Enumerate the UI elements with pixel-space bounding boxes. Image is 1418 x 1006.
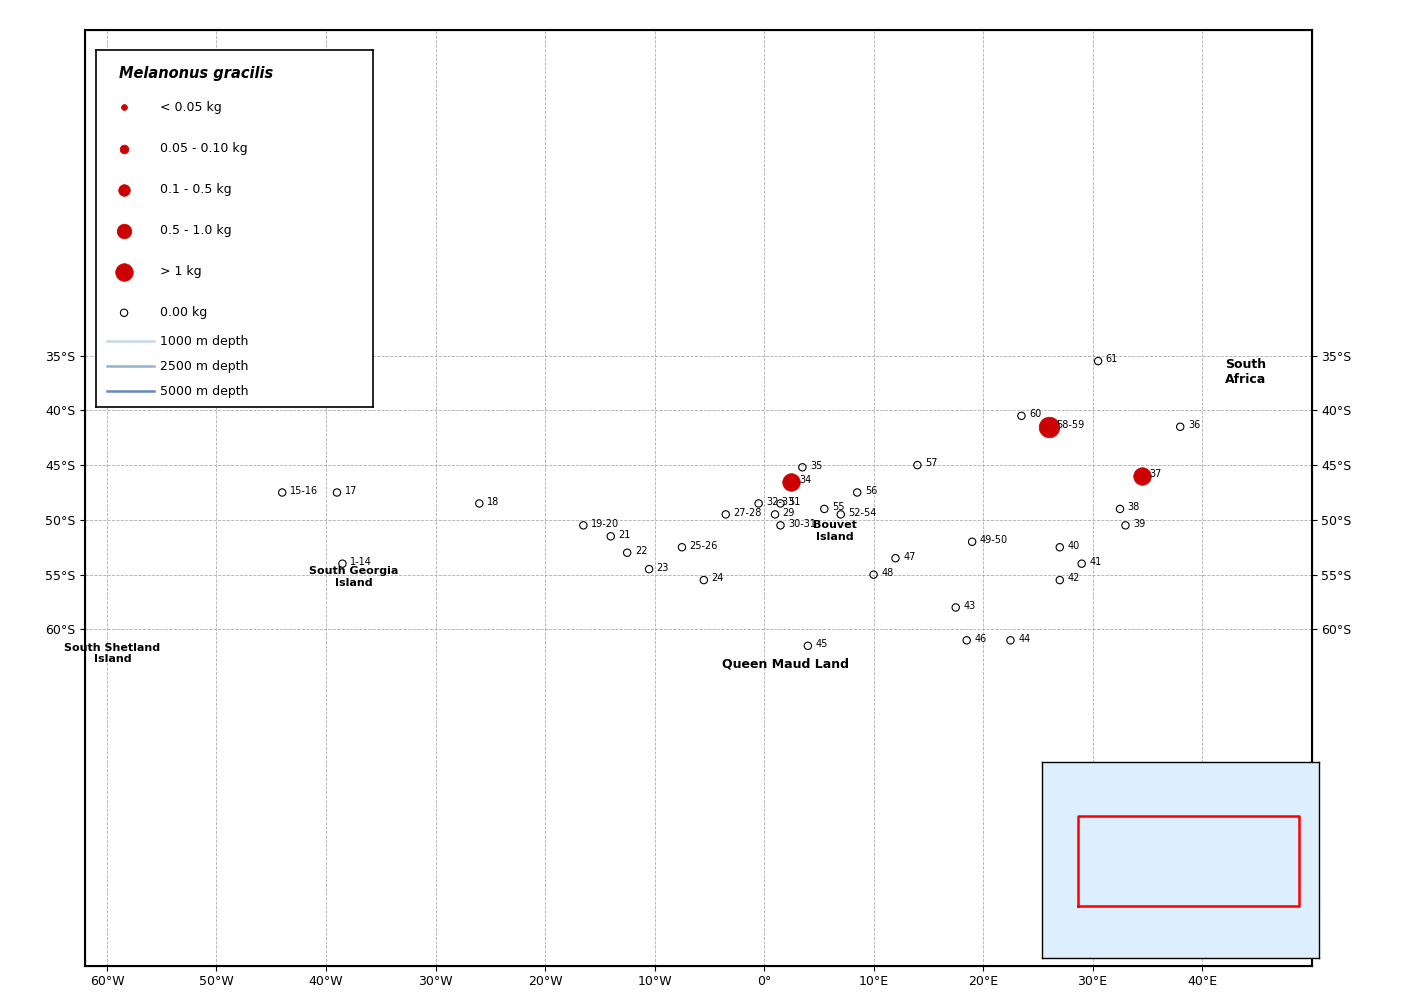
Point <box>830 506 852 522</box>
Point <box>1048 539 1071 555</box>
Point <box>1071 555 1093 571</box>
Point <box>961 534 984 550</box>
Point <box>769 517 791 533</box>
Point <box>715 506 737 522</box>
Text: 36: 36 <box>1188 421 1200 431</box>
Text: 55: 55 <box>832 502 845 512</box>
Text: 5000 m depth: 5000 m depth <box>160 385 248 397</box>
Text: 43: 43 <box>963 601 976 611</box>
Text: 17: 17 <box>345 486 357 496</box>
Point <box>747 495 770 511</box>
Point <box>862 566 885 582</box>
Text: 22: 22 <box>635 546 648 556</box>
Text: 60: 60 <box>1029 409 1041 420</box>
Point <box>1048 572 1071 589</box>
Point <box>600 528 623 544</box>
Text: 57: 57 <box>925 459 937 469</box>
Text: 19-20: 19-20 <box>591 519 620 529</box>
Point <box>615 544 638 560</box>
Point <box>797 638 820 654</box>
Point <box>112 222 136 238</box>
Point <box>1115 517 1137 533</box>
Text: 30-31: 30-31 <box>788 519 817 529</box>
Point <box>813 501 835 517</box>
Point <box>112 141 136 157</box>
Text: 61: 61 <box>1106 354 1117 364</box>
Point <box>906 457 929 473</box>
Text: 25-26: 25-26 <box>689 540 718 550</box>
Text: 29: 29 <box>783 508 795 518</box>
Text: 40: 40 <box>1068 540 1079 550</box>
Text: 1000 m depth: 1000 m depth <box>160 335 248 348</box>
Text: 24: 24 <box>712 573 723 583</box>
Text: 27-28: 27-28 <box>733 508 761 518</box>
Text: > 1 kg: > 1 kg <box>160 266 201 279</box>
Text: 45: 45 <box>815 639 828 649</box>
Text: 32-33: 32-33 <box>766 497 794 507</box>
Text: 23: 23 <box>657 562 669 572</box>
Point <box>1086 353 1109 369</box>
Text: 1-14: 1-14 <box>350 557 372 567</box>
Text: 46: 46 <box>974 634 987 644</box>
Text: 49-50: 49-50 <box>980 535 1008 545</box>
Text: 0.05 - 0.10 kg: 0.05 - 0.10 kg <box>160 142 248 155</box>
Text: 34: 34 <box>800 475 811 485</box>
Point <box>112 100 136 116</box>
Text: < 0.05 kg: < 0.05 kg <box>160 101 221 114</box>
Point <box>112 264 136 280</box>
Point <box>1130 468 1153 484</box>
Text: 18: 18 <box>486 497 499 507</box>
Text: 44: 44 <box>1018 634 1031 644</box>
Point <box>769 495 791 511</box>
Text: 51: 51 <box>788 497 801 507</box>
Text: 0.00 kg: 0.00 kg <box>160 306 207 319</box>
Text: 52-54: 52-54 <box>848 508 876 518</box>
Point <box>845 485 868 501</box>
Text: 48: 48 <box>881 568 893 578</box>
Text: 58-59: 58-59 <box>1056 421 1085 431</box>
Text: 35: 35 <box>810 461 822 471</box>
Point <box>1038 418 1061 435</box>
Point <box>112 305 136 321</box>
Point <box>271 485 294 501</box>
Point <box>326 485 349 501</box>
Text: South
Africa: South Africa <box>1225 358 1266 386</box>
Point <box>944 600 967 616</box>
Point <box>638 561 661 577</box>
Point <box>956 633 978 649</box>
Text: 39: 39 <box>1133 519 1146 529</box>
Point <box>1109 501 1132 517</box>
Point <box>1168 418 1191 435</box>
Text: 0.5 - 1.0 kg: 0.5 - 1.0 kg <box>160 224 231 237</box>
Text: 42: 42 <box>1068 573 1079 583</box>
Text: 56: 56 <box>865 486 878 496</box>
Point <box>692 572 715 589</box>
Point <box>1010 407 1032 424</box>
Text: 41: 41 <box>1089 557 1102 567</box>
Text: 21: 21 <box>618 529 631 539</box>
Text: 0.1 - 0.5 kg: 0.1 - 0.5 kg <box>160 183 231 196</box>
Text: South Shetland
Island: South Shetland Island <box>64 643 160 664</box>
Point <box>1000 633 1022 649</box>
Point <box>885 550 908 566</box>
Text: 47: 47 <box>903 551 916 561</box>
Text: 38: 38 <box>1127 502 1140 512</box>
Point <box>764 506 787 522</box>
Text: 15-16: 15-16 <box>289 486 318 496</box>
Text: 37: 37 <box>1150 470 1161 480</box>
Point <box>571 517 594 533</box>
Point <box>330 555 353 571</box>
Text: 2500 m depth: 2500 m depth <box>160 360 248 373</box>
Point <box>780 474 803 490</box>
Point <box>671 539 693 555</box>
Text: Queen Maud Land: Queen Maud Land <box>723 658 849 671</box>
Point <box>791 460 814 476</box>
Text: Bouvet
Island: Bouvet Island <box>814 520 858 541</box>
Text: Melanonus gracilis: Melanonus gracilis <box>119 66 272 81</box>
Text: South Georgia
Island: South Georgia Island <box>309 566 398 588</box>
Point <box>468 495 491 511</box>
Point <box>112 181 136 197</box>
